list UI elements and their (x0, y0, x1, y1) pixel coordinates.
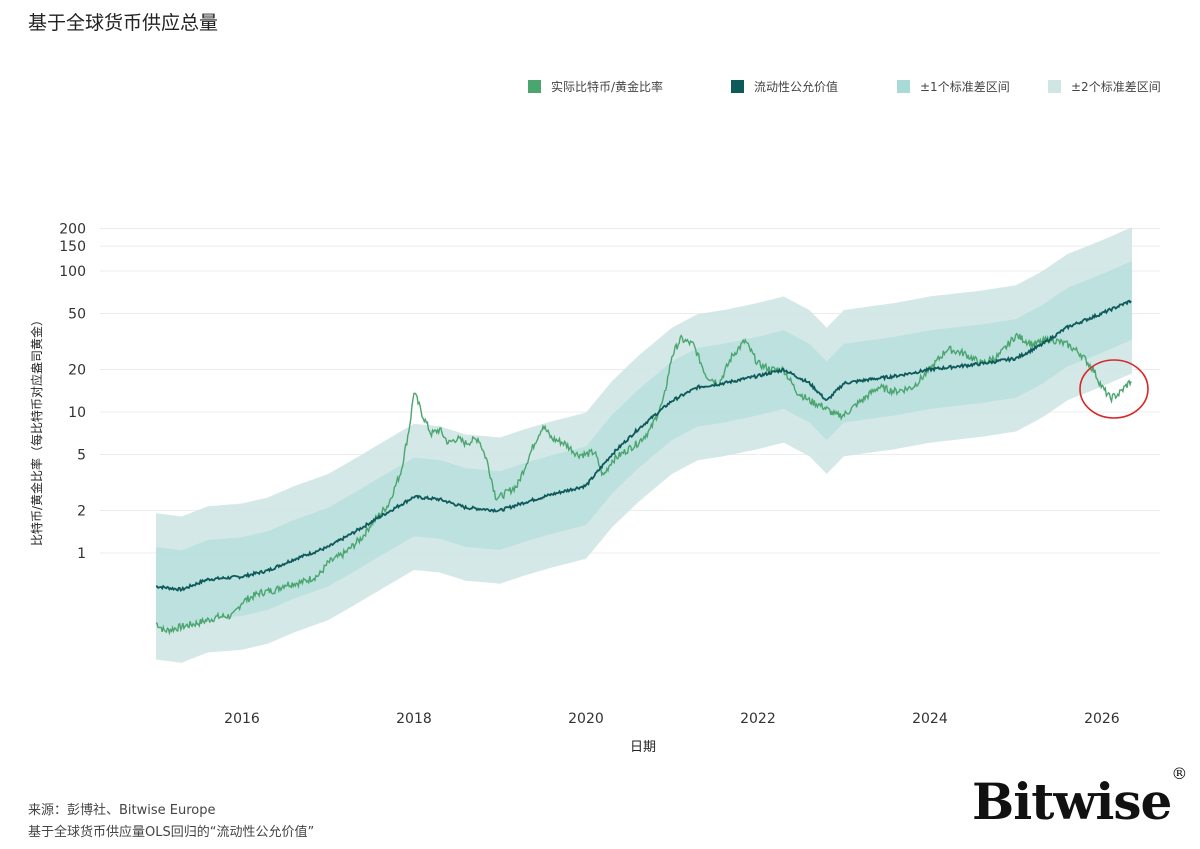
legend-label-actual-ratio: 实际比特币/黄金比率 (551, 80, 664, 94)
chart-title: 基于全球货币供应总量 (28, 12, 219, 34)
y-tick-label: 150 (59, 239, 86, 255)
series-lines (155, 299, 1132, 636)
band-1sd (156, 261, 1132, 629)
legend-label-1sd-band: ±1个标准差区间 (920, 80, 1010, 94)
legend-swatch-fair-value (731, 80, 744, 93)
x-axis-label: 日期 (630, 740, 656, 755)
legend-item-1sd-band: ±1个标准差区间 (897, 78, 1010, 95)
y-tick-label: 2 (77, 504, 86, 520)
legend-label-fair-value: 流动性公允价值 (754, 80, 839, 94)
bitwise-logo: Bitwise® (972, 764, 1187, 831)
legend-swatch-actual-ratio (528, 80, 541, 93)
y-tick-label: 1 (77, 546, 86, 562)
brand-name: Bitwise (972, 772, 1172, 831)
legend-label-2sd-band: ±2个标准差区间 (1071, 80, 1161, 94)
x-tick-label: 2026 (1084, 711, 1120, 727)
std-bands (156, 227, 1132, 663)
footer-source: 来源：彭博社、Bitwise Europe (28, 803, 216, 818)
y-tick-label: 5 (77, 447, 86, 463)
x-tick-label: 2020 (568, 711, 604, 727)
x-axis-ticks: 2016 2018 2020 2022 2024 2026 (224, 711, 1120, 727)
x-tick-label: 2024 (912, 711, 948, 727)
legend-swatch-1sd-band (897, 80, 910, 93)
x-tick-label: 2018 (396, 711, 432, 727)
legend-item-fair-value: 流动性公允价值 (731, 78, 838, 95)
y-tick-label: 50 (68, 306, 86, 322)
series-line-fair-value (155, 299, 1132, 593)
legend-item-2sd-band: ±2个标准差区间 (1048, 78, 1161, 95)
highlight-circle (1079, 359, 1149, 419)
y-tick-label: 20 (68, 363, 86, 379)
chart-legend: 实际比特币/黄金比率 流动性公允价值 ±1个标准差区间 ±2个标准差区间 (0, 78, 1200, 102)
y-axis-label: 比特币/黄金比率（每比特币对应盎司黄金） (29, 314, 44, 546)
y-tick-label: 100 (59, 264, 86, 280)
x-tick-label: 2016 (224, 711, 260, 727)
footer-note: 基于全球货币供应量OLS回归的“流动性公允价值” (28, 825, 315, 840)
legend-swatch-2sd-band (1048, 80, 1061, 93)
series-line-actual-ratio (155, 332, 1132, 636)
x-tick-label: 2022 (740, 711, 776, 727)
y-tick-label: 200 (59, 222, 86, 238)
brand-mark: ® (1171, 764, 1187, 784)
legend-item-actual-ratio: 实际比特币/黄金比率 (528, 78, 663, 95)
y-tick-label: 10 (68, 405, 86, 421)
